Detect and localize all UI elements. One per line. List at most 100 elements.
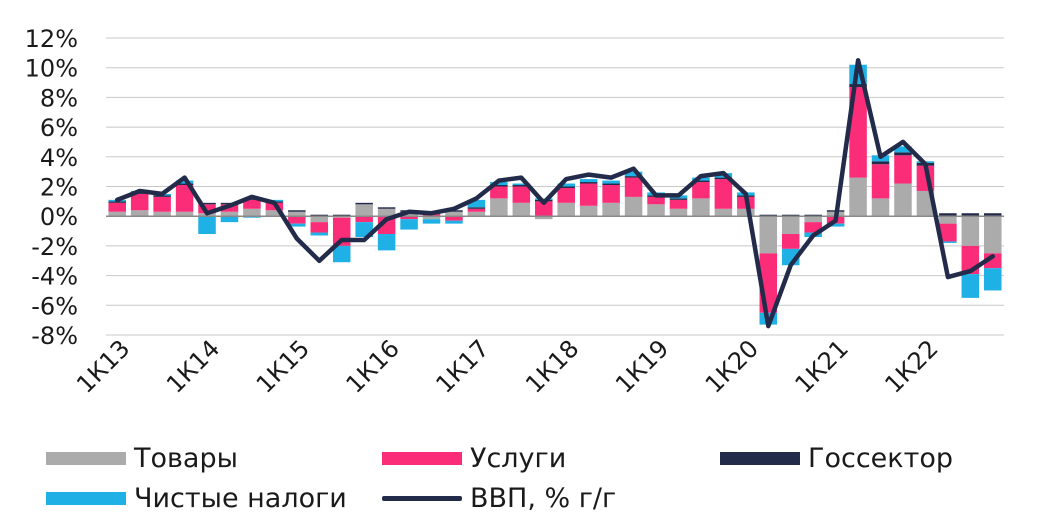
bar-segment xyxy=(535,216,553,220)
bar-segment xyxy=(310,222,329,233)
x-tick-label: 1К22 xyxy=(879,334,943,398)
bar-segment xyxy=(579,183,598,206)
bar-segment xyxy=(198,204,216,214)
bar-segment xyxy=(422,216,441,220)
bar-segment xyxy=(714,179,733,209)
bar-segment xyxy=(512,186,531,203)
bar-segment xyxy=(377,208,396,217)
bar-segment xyxy=(512,202,531,217)
x-tick-label: 1К14 xyxy=(161,334,225,398)
bar-segment xyxy=(669,208,688,217)
x-tick-label: 1К13 xyxy=(71,334,135,398)
legend-label-services: Услуги xyxy=(470,442,567,474)
legend: Товары Услуги Госсектор Чистые налоги ВВ… xyxy=(0,430,1052,523)
bar-segment xyxy=(984,268,1002,291)
bar-segment xyxy=(243,208,261,217)
bar-segment xyxy=(288,223,306,227)
bar-segment xyxy=(894,155,912,184)
legend-swatch-government xyxy=(720,451,800,465)
legend-swatch-goods xyxy=(46,451,126,465)
bar-segment xyxy=(130,210,149,217)
bar-segment xyxy=(692,198,710,217)
bar-segment xyxy=(130,193,149,211)
gdp-line xyxy=(114,58,996,329)
bar-segment xyxy=(804,222,822,233)
bar-segment xyxy=(826,223,845,227)
bar-segment xyxy=(445,216,463,221)
bar-segment xyxy=(490,185,508,187)
bar-segment xyxy=(669,198,688,200)
bar-segment xyxy=(557,202,575,217)
y-tick-label: 0% xyxy=(40,203,78,231)
bar-segment xyxy=(894,152,912,156)
bar-segment xyxy=(355,204,373,217)
bar-segment xyxy=(624,177,643,197)
bar-segment xyxy=(535,201,553,217)
y-tick-label: 12% xyxy=(25,25,78,53)
bar-segment xyxy=(310,216,329,223)
bar-segment xyxy=(175,185,194,212)
bar-segment xyxy=(288,216,306,224)
bar-segment xyxy=(467,207,486,209)
bar-segment xyxy=(961,213,980,217)
bar-segment xyxy=(692,182,710,199)
bar-segment xyxy=(175,183,194,186)
bar-segment xyxy=(400,216,418,220)
bar-segment xyxy=(422,219,441,224)
legend-label-net-taxes: Чистые налоги xyxy=(134,482,347,514)
bar-segment xyxy=(624,196,643,217)
bar-segment xyxy=(467,211,486,217)
bar-segment xyxy=(602,185,620,203)
y-tick-label: -8% xyxy=(31,322,78,350)
legend-item-services: Услуги xyxy=(382,440,566,476)
y-tick-label: -2% xyxy=(31,233,78,261)
bar-segment xyxy=(939,223,957,242)
bar-segment xyxy=(961,216,980,246)
x-axis: 1К13 1К14 1К15 1К16 1К17 1К18 1К19 1К20 1К21 1К22 xyxy=(71,334,943,398)
bar-segment xyxy=(108,211,126,217)
x-tick-label: 1К18 xyxy=(520,334,584,398)
bar-segment xyxy=(400,219,418,230)
bar-segment xyxy=(579,179,598,183)
x-tick-label: 1К15 xyxy=(251,334,315,398)
bar-segment xyxy=(243,199,261,209)
bar-segment xyxy=(939,241,957,243)
bar-segment xyxy=(804,216,822,223)
bar-segment xyxy=(984,213,1002,217)
legend-label-government: Госсектор xyxy=(808,442,953,474)
bar-segment xyxy=(490,198,508,217)
y-tick-label: 6% xyxy=(40,114,78,142)
bar-segment xyxy=(849,177,867,217)
bar-segment xyxy=(445,220,463,224)
bar-segment xyxy=(467,208,486,212)
x-tick-label: 1К16 xyxy=(341,334,405,398)
bar-segment xyxy=(849,84,867,88)
bar-segment xyxy=(737,208,755,217)
bar-segment xyxy=(153,196,171,212)
bar-segment xyxy=(669,199,688,209)
bar-segment xyxy=(939,216,957,224)
bar-segment xyxy=(288,211,306,217)
bar-segment xyxy=(692,177,710,181)
bar-segment xyxy=(647,196,665,205)
bar-segment xyxy=(961,274,980,298)
bar-segment xyxy=(355,202,373,205)
legend-item-goods: Товары xyxy=(46,440,238,476)
x-tick-label: 1К20 xyxy=(700,334,764,398)
legend-item-gdp: ВВП, % г/г xyxy=(382,480,616,516)
bar-segment xyxy=(602,180,620,184)
bar-segment xyxy=(871,161,890,165)
chart-area: -8%-6%-4%-2%0%2%4%6%8%10%12% 1К13 1К14 1К1… xyxy=(25,25,1004,399)
bar-segment xyxy=(714,177,733,180)
x-tick-label: 1К17 xyxy=(430,334,494,398)
bar-segment xyxy=(579,182,598,184)
bar-segment xyxy=(714,208,733,217)
bar-segment xyxy=(445,211,463,217)
y-tick-label: 10% xyxy=(25,55,78,83)
bar-segment xyxy=(624,171,643,177)
y-tick-label: 2% xyxy=(40,174,78,202)
bar-segment xyxy=(512,183,531,186)
bar-segment xyxy=(198,216,216,235)
legend-item-net-taxes: Чистые налоги xyxy=(46,480,347,516)
bar-segment xyxy=(153,195,171,197)
